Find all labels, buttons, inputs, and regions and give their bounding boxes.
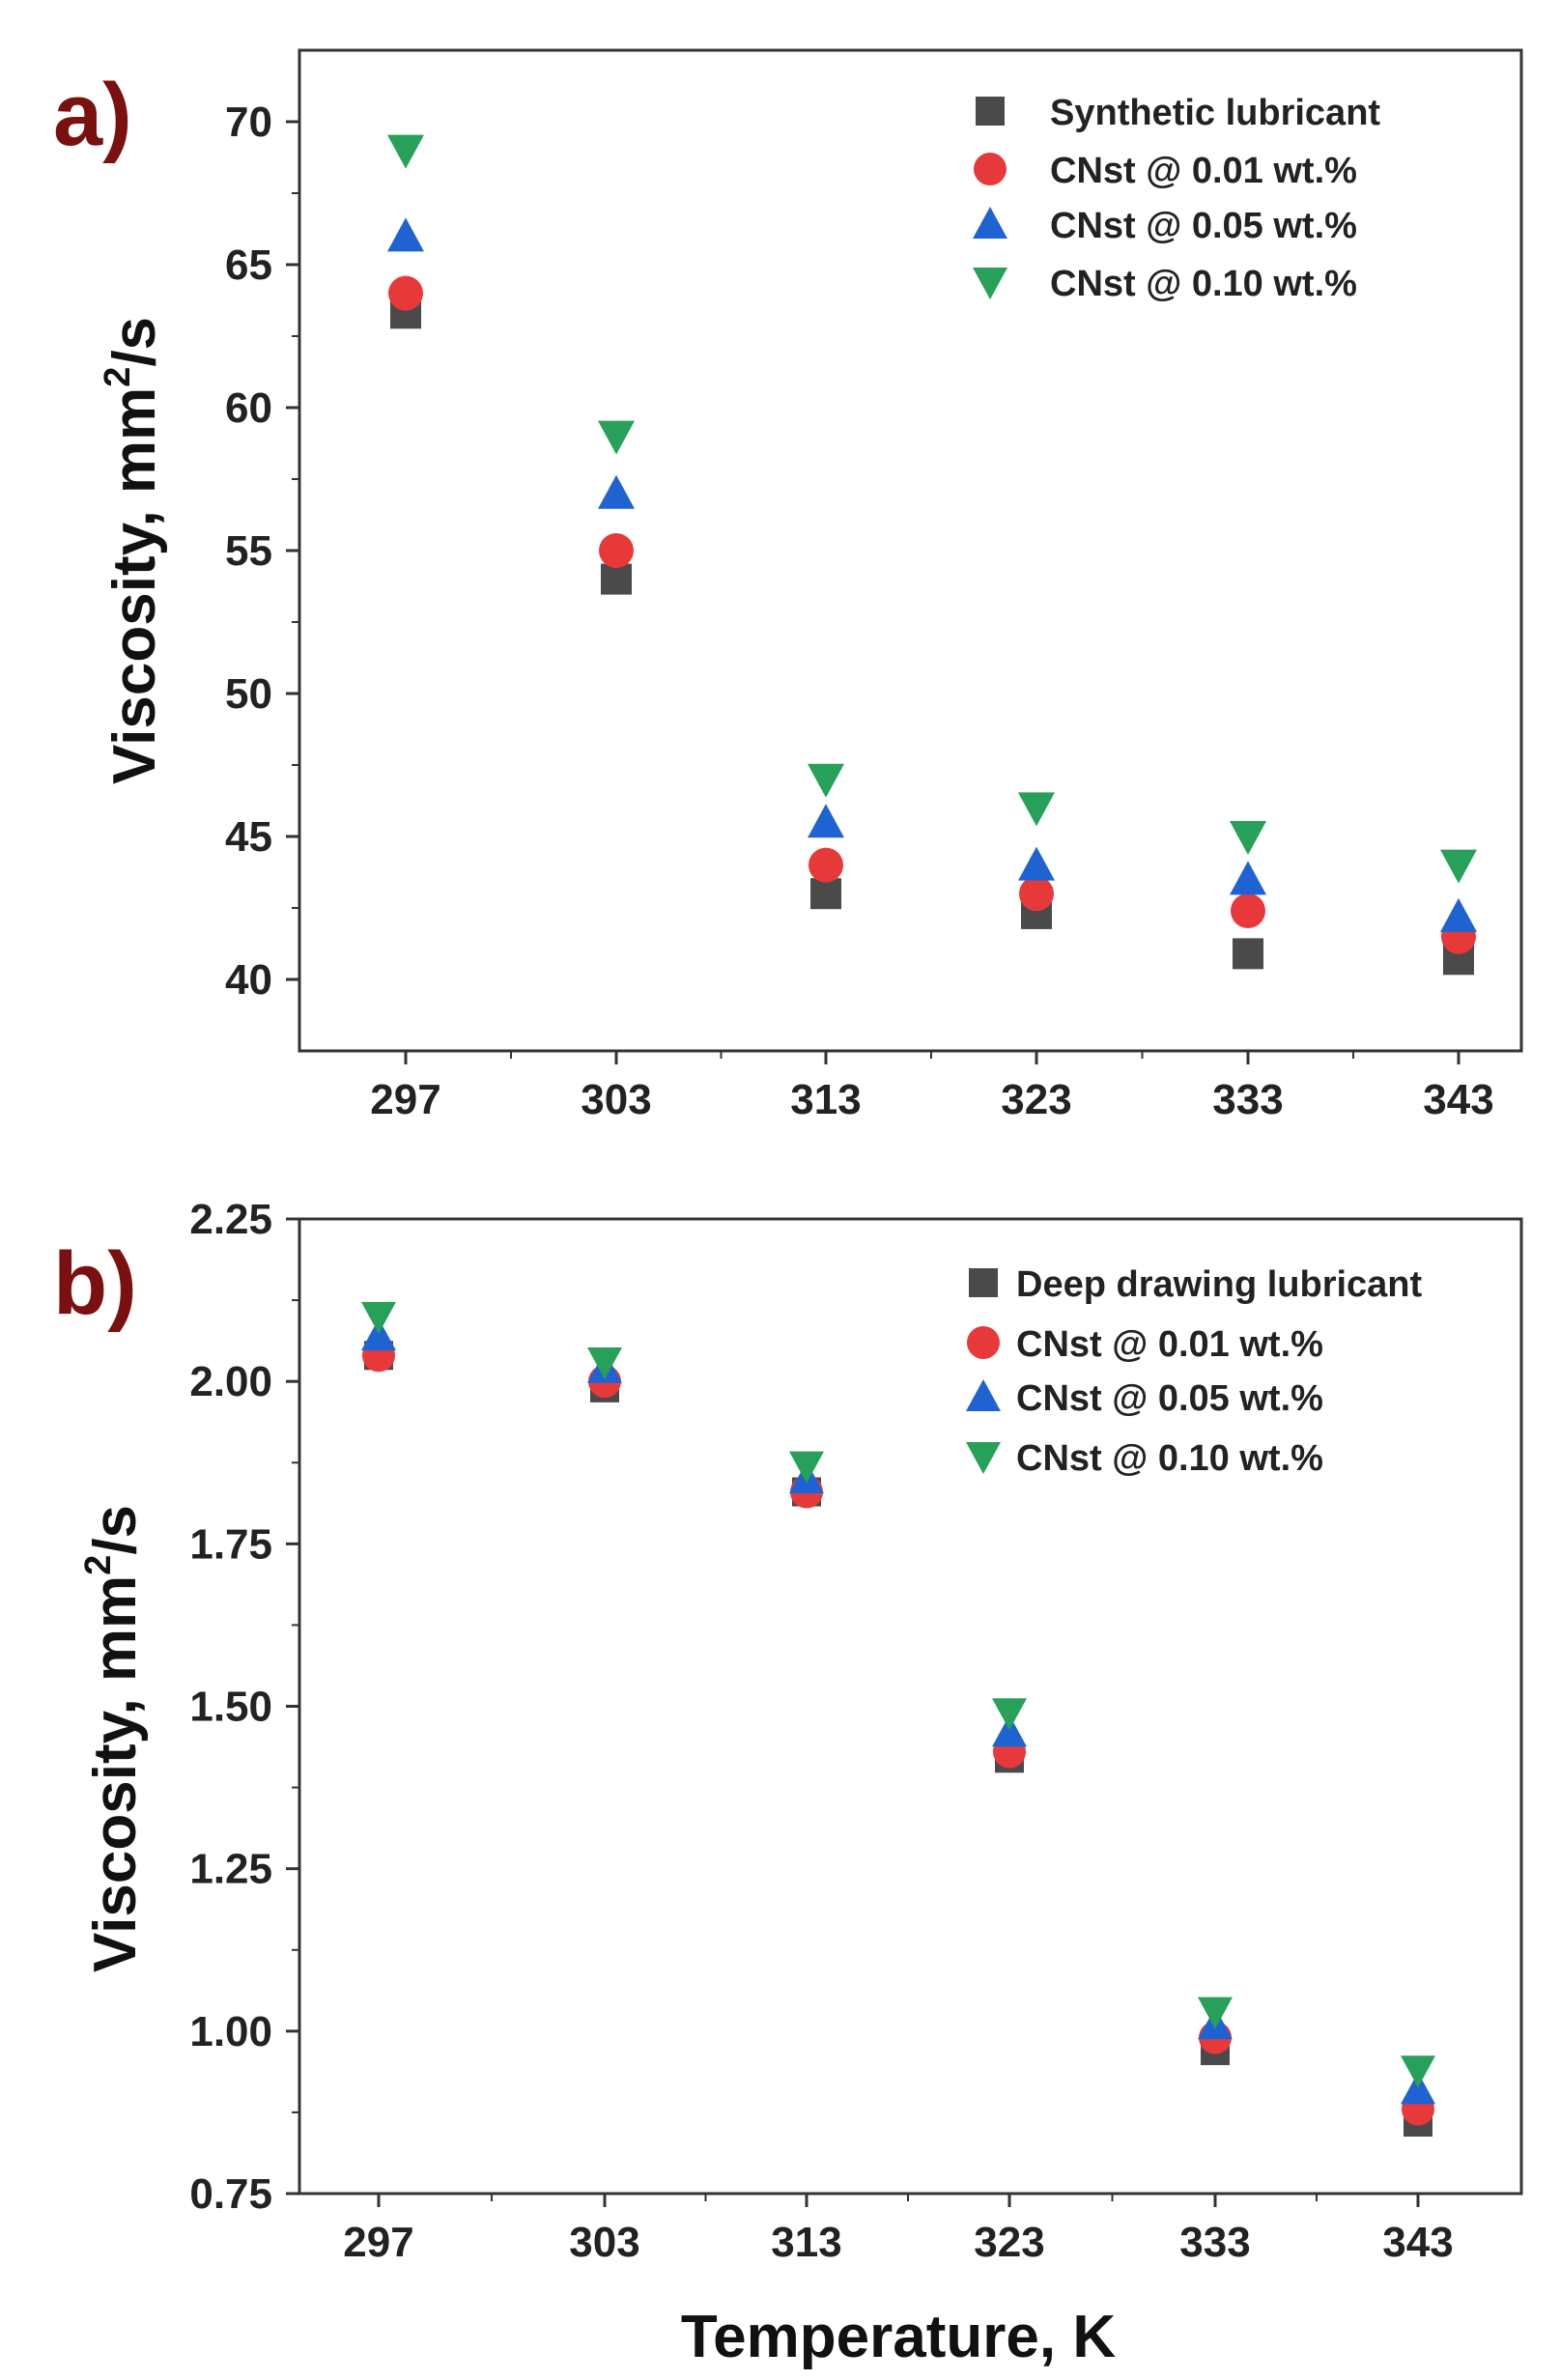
data-point	[789, 1451, 824, 1484]
y-tick-label: 65	[225, 241, 272, 289]
plot-frame	[298, 1217, 1523, 2196]
data-point	[1440, 897, 1477, 932]
data-point	[387, 217, 424, 252]
y-axis-title-superscript: 2	[98, 367, 138, 387]
data-point	[1440, 849, 1477, 884]
data-point	[1018, 846, 1055, 881]
data-point	[1231, 892, 1265, 928]
legend-label: CNst @ 0.10 wt.%	[1016, 1438, 1323, 1479]
legend-marker	[966, 1442, 1001, 1474]
legend-marker	[976, 97, 1005, 126]
legend-marker	[974, 153, 1007, 185]
legend: Synthetic lubricant CNst @ 0.01 wt.% CNst …	[973, 93, 1380, 304]
panel-b: b) 0.75 1.00 1.25 1.50 1.75 2.00 2.25 297 303 313 3…	[53, 1196, 1523, 2370]
series-0	[390, 298, 1474, 976]
legend-label: CNst @ 0.10 wt.%	[1050, 264, 1357, 304]
y-tick-label: 2.25	[189, 1196, 272, 1243]
y-axis-title: Viscosity, mm2/s	[98, 317, 168, 784]
data-point	[1018, 792, 1055, 827]
x-tick-label: 343	[1382, 2219, 1453, 2266]
y-axis-title-main: Viscosity, mm	[101, 387, 168, 784]
y-axis-title-tail: /s	[101, 317, 168, 367]
data-point	[361, 1301, 396, 1334]
series-3	[387, 134, 1477, 884]
x-tick-label: 333	[1212, 1076, 1283, 1123]
data-point	[598, 474, 635, 509]
series-3	[361, 1301, 1435, 2088]
legend-marker	[967, 1326, 1000, 1359]
x-tick-label: 303	[581, 1076, 651, 1123]
data-point	[387, 134, 424, 169]
data-point	[598, 420, 635, 455]
data-point	[1198, 1997, 1233, 2029]
plot-frame	[298, 48, 1523, 1053]
x-tick-label: 297	[370, 1076, 440, 1123]
legend: Deep drawing lubricant CNst @ 0.01 wt.% CN…	[966, 1264, 1423, 1479]
data-point	[1230, 821, 1266, 855]
data-point	[992, 1698, 1027, 1731]
y-tick-label: 45	[225, 813, 272, 861]
legend-label: Synthetic lubricant	[1050, 93, 1380, 133]
data-point	[808, 763, 844, 798]
data-point	[1019, 876, 1054, 912]
data-point	[1401, 2055, 1435, 2088]
series-2	[387, 217, 1477, 932]
panel-a: a) 40 45 50 55 60 65 70 297 303 313 323 333 343 Viscos…	[53, 48, 1523, 1123]
data-point	[1401, 2072, 1435, 2105]
series-1	[388, 275, 1476, 954]
legend-marker	[966, 1379, 1001, 1411]
panel-label: a)	[53, 66, 132, 164]
legend-marker	[969, 1268, 998, 1297]
data-point	[808, 847, 843, 883]
y-tick-label: 70	[225, 99, 272, 146]
y-tick-label: 1.00	[189, 2008, 272, 2055]
legend-label: CNst @ 0.01 wt.%	[1050, 151, 1357, 191]
data-point	[587, 1346, 622, 1379]
legend-marker	[973, 207, 1007, 239]
y-tick-label: 50	[225, 670, 272, 718]
legend-label: CNst @ 0.05 wt.%	[1050, 206, 1357, 246]
data-point	[1233, 938, 1263, 970]
y-axis-title-tail: /s	[82, 1505, 149, 1555]
data-point	[599, 533, 634, 568]
y-axis-title-main: Viscosity, mm	[82, 1575, 149, 1972]
legend-label: CNst @ 0.05 wt.%	[1016, 1378, 1323, 1419]
legend-marker	[973, 268, 1007, 299]
x-tick-label: 303	[569, 2219, 639, 2266]
series-2	[361, 1318, 1435, 2105]
y-tick-label: 1.75	[189, 1520, 272, 1568]
legend-label: Deep drawing lubricant	[1016, 1264, 1423, 1305]
y-tick-label: 40	[225, 956, 272, 1004]
y-tick-label: 1.50	[189, 1684, 272, 1731]
y-tick-label: 1.25	[189, 1846, 272, 1893]
x-tick-label: 313	[790, 1076, 861, 1123]
x-tick-label: 343	[1423, 1076, 1493, 1123]
x-tick-label: 323	[1001, 1076, 1071, 1123]
y-tick-label: 2.00	[189, 1358, 272, 1405]
y-axis-title: Viscosity, mm2/s	[78, 1505, 149, 1972]
data-point	[992, 1714, 1027, 1747]
x-tick-label: 333	[1179, 2219, 1250, 2266]
data-point	[1230, 861, 1266, 895]
data-point	[601, 563, 632, 595]
x-tick-label: 323	[974, 2219, 1044, 2266]
y-tick-label: 60	[225, 384, 272, 432]
x-tick-label: 297	[343, 2219, 413, 2266]
data-point	[808, 804, 844, 838]
data-point	[361, 1318, 396, 1351]
data-point	[388, 275, 423, 311]
panel-label: b)	[53, 1234, 137, 1333]
x-axis-title: Temperature, K	[681, 2304, 1116, 2370]
y-tick-label: 0.75	[189, 2170, 272, 2218]
data-point	[810, 878, 841, 910]
y-tick-label: 55	[225, 527, 272, 575]
x-tick-label: 313	[771, 2219, 841, 2266]
y-axis-title-superscript: 2	[78, 1555, 119, 1575]
legend-label: CNst @ 0.01 wt.%	[1016, 1324, 1323, 1365]
